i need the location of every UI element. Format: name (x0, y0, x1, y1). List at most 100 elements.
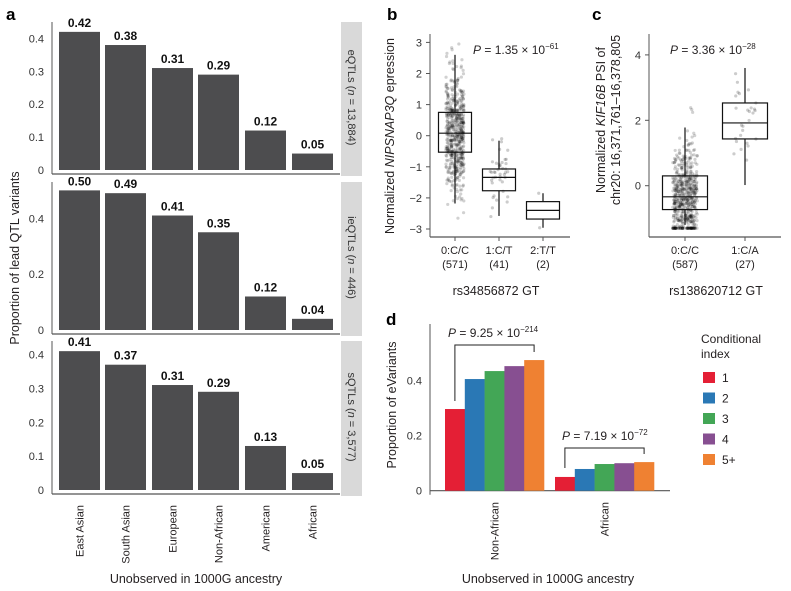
panel-b-ylabel-suffix: epression (383, 38, 397, 96)
data-point (695, 162, 699, 166)
y-tick-label: 0.4 (29, 213, 44, 225)
data-point (689, 226, 694, 230)
panel-a-x-axis-title: Unobserved in 1000G ancestry (110, 572, 283, 586)
bar-data-label: 0.49 (114, 177, 138, 191)
data-point (681, 209, 686, 214)
panel-b-x-axis-title: rs34856872 GT (453, 284, 540, 298)
data-point (676, 179, 681, 183)
data-point (677, 226, 681, 230)
data-point (459, 127, 463, 131)
x-tick-label: East Asian (75, 505, 87, 557)
data-point (690, 141, 694, 145)
data-point (691, 190, 696, 194)
data-point (454, 148, 458, 152)
data-point (459, 112, 463, 116)
data-point (461, 164, 465, 168)
data-point (450, 107, 454, 111)
data-point (686, 165, 690, 169)
data-point (686, 143, 690, 147)
data-point (689, 178, 694, 182)
data-point (689, 219, 693, 224)
data-point (458, 155, 463, 159)
data-point (678, 187, 682, 191)
data-point (686, 218, 691, 222)
data-point (684, 180, 688, 184)
data-point (679, 161, 684, 166)
data-point (461, 116, 465, 121)
data-point (686, 179, 690, 183)
data-point (445, 117, 450, 121)
data-point (693, 226, 697, 230)
data-point (679, 183, 683, 188)
data-point (491, 195, 495, 200)
data-point (685, 191, 689, 195)
data-point (451, 95, 456, 99)
data-point (693, 226, 697, 230)
data-point (459, 120, 463, 125)
data-point (686, 225, 690, 230)
data-point (678, 179, 683, 183)
data-point (455, 142, 459, 147)
data-point (675, 170, 679, 174)
data-point (683, 191, 687, 195)
data-point (456, 124, 460, 128)
data-point (676, 184, 680, 189)
data-point (458, 136, 463, 141)
data-point (677, 151, 681, 155)
data-point (458, 120, 463, 124)
data-point (685, 160, 689, 165)
bar-data-label: 0.50 (68, 174, 92, 188)
data-point (455, 119, 459, 123)
data-point (688, 186, 692, 190)
data-point (444, 130, 448, 134)
data-point (461, 104, 465, 109)
data-point (451, 79, 455, 83)
data-point (506, 195, 510, 199)
data-point (454, 136, 458, 140)
data-point (458, 139, 462, 143)
data-point (682, 197, 686, 201)
data-point (689, 216, 693, 220)
data-point (458, 96, 462, 101)
data-point (684, 183, 688, 187)
panel-d-legend: Conditional index 1 2 3 4 5+ (701, 332, 761, 467)
data-point (460, 188, 464, 192)
data-point (453, 142, 458, 146)
data-point (688, 172, 692, 176)
data-point (459, 99, 463, 103)
data-point (678, 226, 683, 230)
strip-label-n: n (345, 89, 357, 95)
panel-d-pvalue-non-african: P = 9.25 × 10−214 (448, 325, 539, 340)
bar-east-asian (59, 31, 100, 170)
data-point (459, 88, 463, 93)
data-point (674, 211, 678, 215)
data-point (490, 206, 494, 210)
data-point (459, 135, 464, 139)
data-point (459, 161, 464, 165)
data-point (672, 220, 676, 224)
data-point (457, 98, 461, 102)
data-point (461, 121, 465, 126)
data-point (451, 126, 456, 130)
data-point (680, 186, 684, 191)
data-point (674, 215, 678, 219)
data-point (448, 170, 452, 175)
facet-1: 0 0.2 0.4 0.50 0.49 0.41 0.35 0.12 0.04 ieQTLs (n… (29, 174, 362, 337)
bar-african-index-5plus (634, 462, 655, 491)
panel-d-pvalue-1-exp: −214 (520, 325, 539, 334)
data-point (689, 186, 693, 190)
data-point (676, 198, 680, 202)
data-point (455, 197, 460, 201)
panel-d-pvalue-2-exp: −72 (634, 428, 648, 437)
data-point (673, 209, 677, 213)
data-point (686, 179, 691, 184)
data-point (444, 102, 448, 106)
data-point (453, 138, 457, 143)
data-point (459, 106, 463, 110)
y-tick-label: −2 (409, 193, 422, 205)
data-point (677, 204, 682, 208)
data-point (455, 143, 460, 147)
data-point (459, 163, 463, 167)
bar-south-asian (105, 364, 146, 490)
data-point (674, 204, 678, 208)
